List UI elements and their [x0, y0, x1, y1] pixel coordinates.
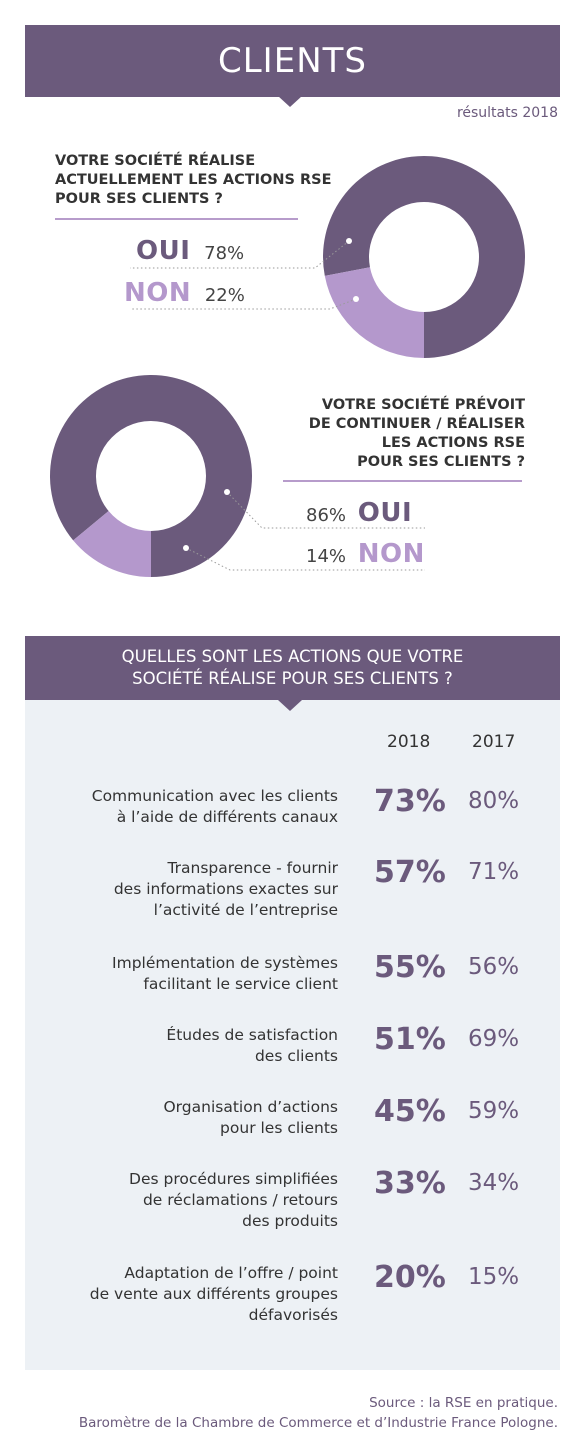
row-7-value-2018: 20%: [374, 1260, 446, 1295]
question-2-title: VOTRE SOCIÉTÉ PRÉVOIT DE CONTINUER / RÉA…: [308, 397, 525, 470]
row-label-7: Adaptation de l’offre / point de vente a…: [89, 1264, 338, 1324]
q1-yes-label: OUI: [136, 236, 191, 266]
row-6-value-2018: 33%: [374, 1166, 446, 1201]
row-label-5: Organisation d’actions pour les clients: [163, 1098, 338, 1137]
q2-no-label: NON: [357, 539, 425, 569]
row-3-value-2018: 55%: [374, 950, 446, 985]
donut-2-marker-non: [183, 545, 189, 551]
row-label-6: Des procédures simplifiées de réclamatio…: [129, 1170, 338, 1230]
actions-title-pointer: [278, 700, 302, 711]
donut-1-leader-non: [130, 298, 357, 310]
source-line-2: Baromètre de la Chambre de Commerce et d…: [78, 1415, 558, 1431]
page-title: CLIENTS: [218, 41, 367, 81]
header-pointer: [278, 96, 302, 107]
source-line-1: Source : la RSE en pratique.: [369, 1395, 558, 1411]
donut-1-marker-non: [353, 296, 359, 302]
row-label-1: Communication avec les clients à l’aide …: [91, 787, 338, 826]
donut-2-slice-oui: [49, 374, 252, 577]
row-5-value-2017: 59%: [468, 1098, 520, 1124]
actions-title: QUELLES SONT LES ACTIONS QUE VOTRE SOCIÉ…: [25, 636, 560, 700]
donut-charts: [49, 155, 525, 577]
column-header-2018: 2018: [387, 732, 431, 752]
question-2-rule: [283, 480, 522, 482]
row-label-4: Études de satisfaction des clients: [166, 1026, 338, 1065]
q1-no-answer: NON 22%: [124, 278, 245, 308]
row-1-value-2018: 73%: [374, 784, 446, 819]
q1-no-value: 22%: [204, 285, 245, 306]
q1-yes-value: 78%: [204, 243, 245, 264]
donut-1-slice-non: [324, 267, 424, 358]
q2-no-answer: 14% NON: [306, 539, 425, 569]
question-1-title: VOTRE SOCIÉTÉ RÉALISE ACTUELLEMENT LES A…: [55, 153, 332, 207]
q1-yes-answer: OUI 78%: [136, 236, 244, 266]
q2-yes-answer: 86% OUI: [306, 498, 412, 528]
row-2-value-2017: 71%: [468, 859, 520, 885]
q2-yes-value: 86%: [306, 505, 347, 526]
donut-1-marker-oui: [346, 238, 352, 244]
source-note: Source : la RSE en pratique. Baromètre d…: [79, 1393, 558, 1433]
donut-2-slice-non: [73, 511, 151, 577]
q1-no-label: NON: [124, 278, 192, 308]
question-1-rule: [55, 218, 298, 220]
row-5-value-2018: 45%: [374, 1094, 446, 1129]
donut-2-leader-non: [185, 547, 425, 571]
row-4-value-2018: 51%: [374, 1022, 446, 1057]
row-6-value-2017: 34%: [468, 1170, 520, 1196]
row-2-value-2018: 57%: [374, 855, 446, 890]
row-3-value-2017: 56%: [468, 954, 520, 980]
year-note: résultats 2018: [456, 105, 558, 121]
q2-yes-label: OUI: [357, 498, 413, 528]
q2-no-value: 14%: [306, 546, 347, 567]
row-4-value-2017: 69%: [468, 1026, 520, 1052]
column-header-2017: 2017: [472, 732, 516, 752]
actions-panel: [25, 700, 560, 1370]
row-label-3: Implémentation de systèmes facilitant le…: [112, 954, 338, 993]
donut-2-marker-oui: [224, 489, 230, 495]
row-label-2: Transparence - fournir des informations …: [113, 859, 338, 919]
header-banner: CLIENTS: [25, 25, 560, 97]
row-7-value-2017: 15%: [468, 1264, 520, 1290]
donut-1-slice-oui: [323, 155, 525, 358]
row-1-value-2017: 80%: [468, 788, 520, 814]
donut-2-leader-oui: [226, 491, 425, 529]
